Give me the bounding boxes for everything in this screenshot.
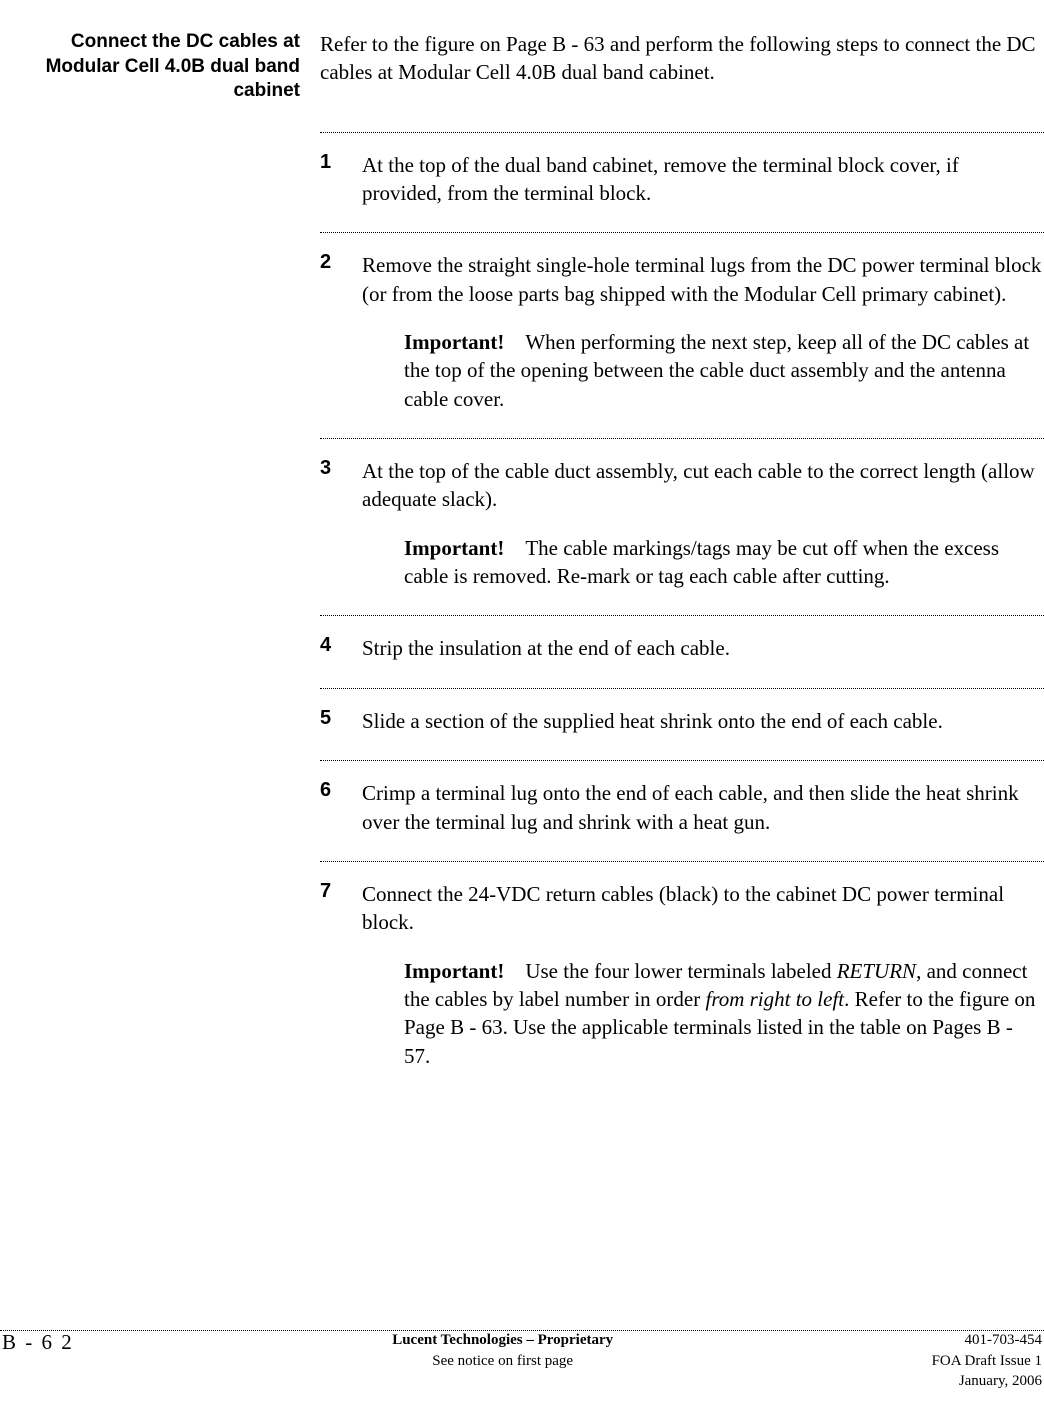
main-content: Refer to the figure on Page B - 63 and p… — [320, 30, 1044, 1095]
step-text: Connect the 24-VDC return cables (black)… — [362, 880, 1044, 937]
footer-proprietary: Lucent Technologies – Proprietary — [392, 1330, 613, 1350]
step-text: Remove the straight single-hole terminal… — [362, 251, 1044, 308]
footer-docnum: 401-703-454 — [932, 1330, 1042, 1350]
step-item: 7 Connect the 24-VDC return cables (blac… — [320, 880, 1044, 1070]
footer-issue: FOA Draft Issue 1 — [932, 1351, 1042, 1371]
important-note: Important! When performing the next step… — [362, 328, 1044, 413]
step-item: 1 At the top of the dual band cabinet, r… — [320, 151, 1044, 208]
important-text-part: Use the four lower terminals labeled — [525, 959, 836, 983]
important-label: Important! — [404, 330, 504, 354]
step-number: 3 — [320, 457, 331, 480]
step-text: At the top of the dual band cabinet, rem… — [362, 151, 1044, 208]
important-text-italic: from right to left — [705, 987, 844, 1011]
step-item: 2 Remove the straight single-hole termin… — [320, 251, 1044, 413]
important-text-italic: RETURN — [837, 959, 916, 983]
footer-right: 401-703-454 FOA Draft Issue 1 January, 2… — [932, 1330, 1042, 1391]
step-number: 2 — [320, 251, 331, 274]
step-text: Strip the insulation at the end of each … — [362, 634, 1044, 662]
footer-page-number: B - 6 2 — [2, 1330, 74, 1355]
step-divider — [320, 132, 1044, 133]
step-text: At the top of the cable duct assembly, c… — [362, 457, 1044, 514]
step-number: 1 — [320, 151, 331, 174]
step-text: Crimp a terminal lug onto the end of eac… — [362, 779, 1044, 836]
step-number: 4 — [320, 634, 331, 657]
section-heading: Connect the DC cables at Modular Cell 4.… — [20, 30, 300, 104]
step-item: 3 At the top of the cable duct assembly,… — [320, 457, 1044, 590]
footer-date: January, 2006 — [932, 1371, 1042, 1391]
step-number: 5 — [320, 707, 331, 730]
step-divider — [320, 438, 1044, 439]
step-divider — [320, 232, 1044, 233]
page-footer: B - 6 2 Lucent Technologies – Proprietar… — [0, 1330, 1044, 1391]
step-text: Slide a section of the supplied heat shr… — [362, 707, 1044, 735]
important-note: Important! The cable markings/tags may b… — [362, 534, 1044, 591]
step-item: 5 Slide a section of the supplied heat s… — [320, 707, 1044, 735]
step-divider — [320, 861, 1044, 862]
important-label: Important! — [404, 959, 504, 983]
important-note: Important! Use the four lower terminals … — [362, 957, 1044, 1070]
step-divider — [320, 688, 1044, 689]
step-item: 4 Strip the insulation at the end of eac… — [320, 634, 1044, 662]
step-number: 7 — [320, 880, 331, 903]
step-divider — [320, 615, 1044, 616]
important-label: Important! — [404, 536, 504, 560]
intro-paragraph: Refer to the figure on Page B - 63 and p… — [320, 30, 1044, 87]
step-divider — [320, 760, 1044, 761]
footer-center: Lucent Technologies – Proprietary See no… — [392, 1330, 613, 1371]
step-item: 6 Crimp a terminal lug onto the end of e… — [320, 779, 1044, 836]
footer-notice: See notice on first page — [392, 1351, 613, 1371]
step-number: 6 — [320, 779, 331, 802]
